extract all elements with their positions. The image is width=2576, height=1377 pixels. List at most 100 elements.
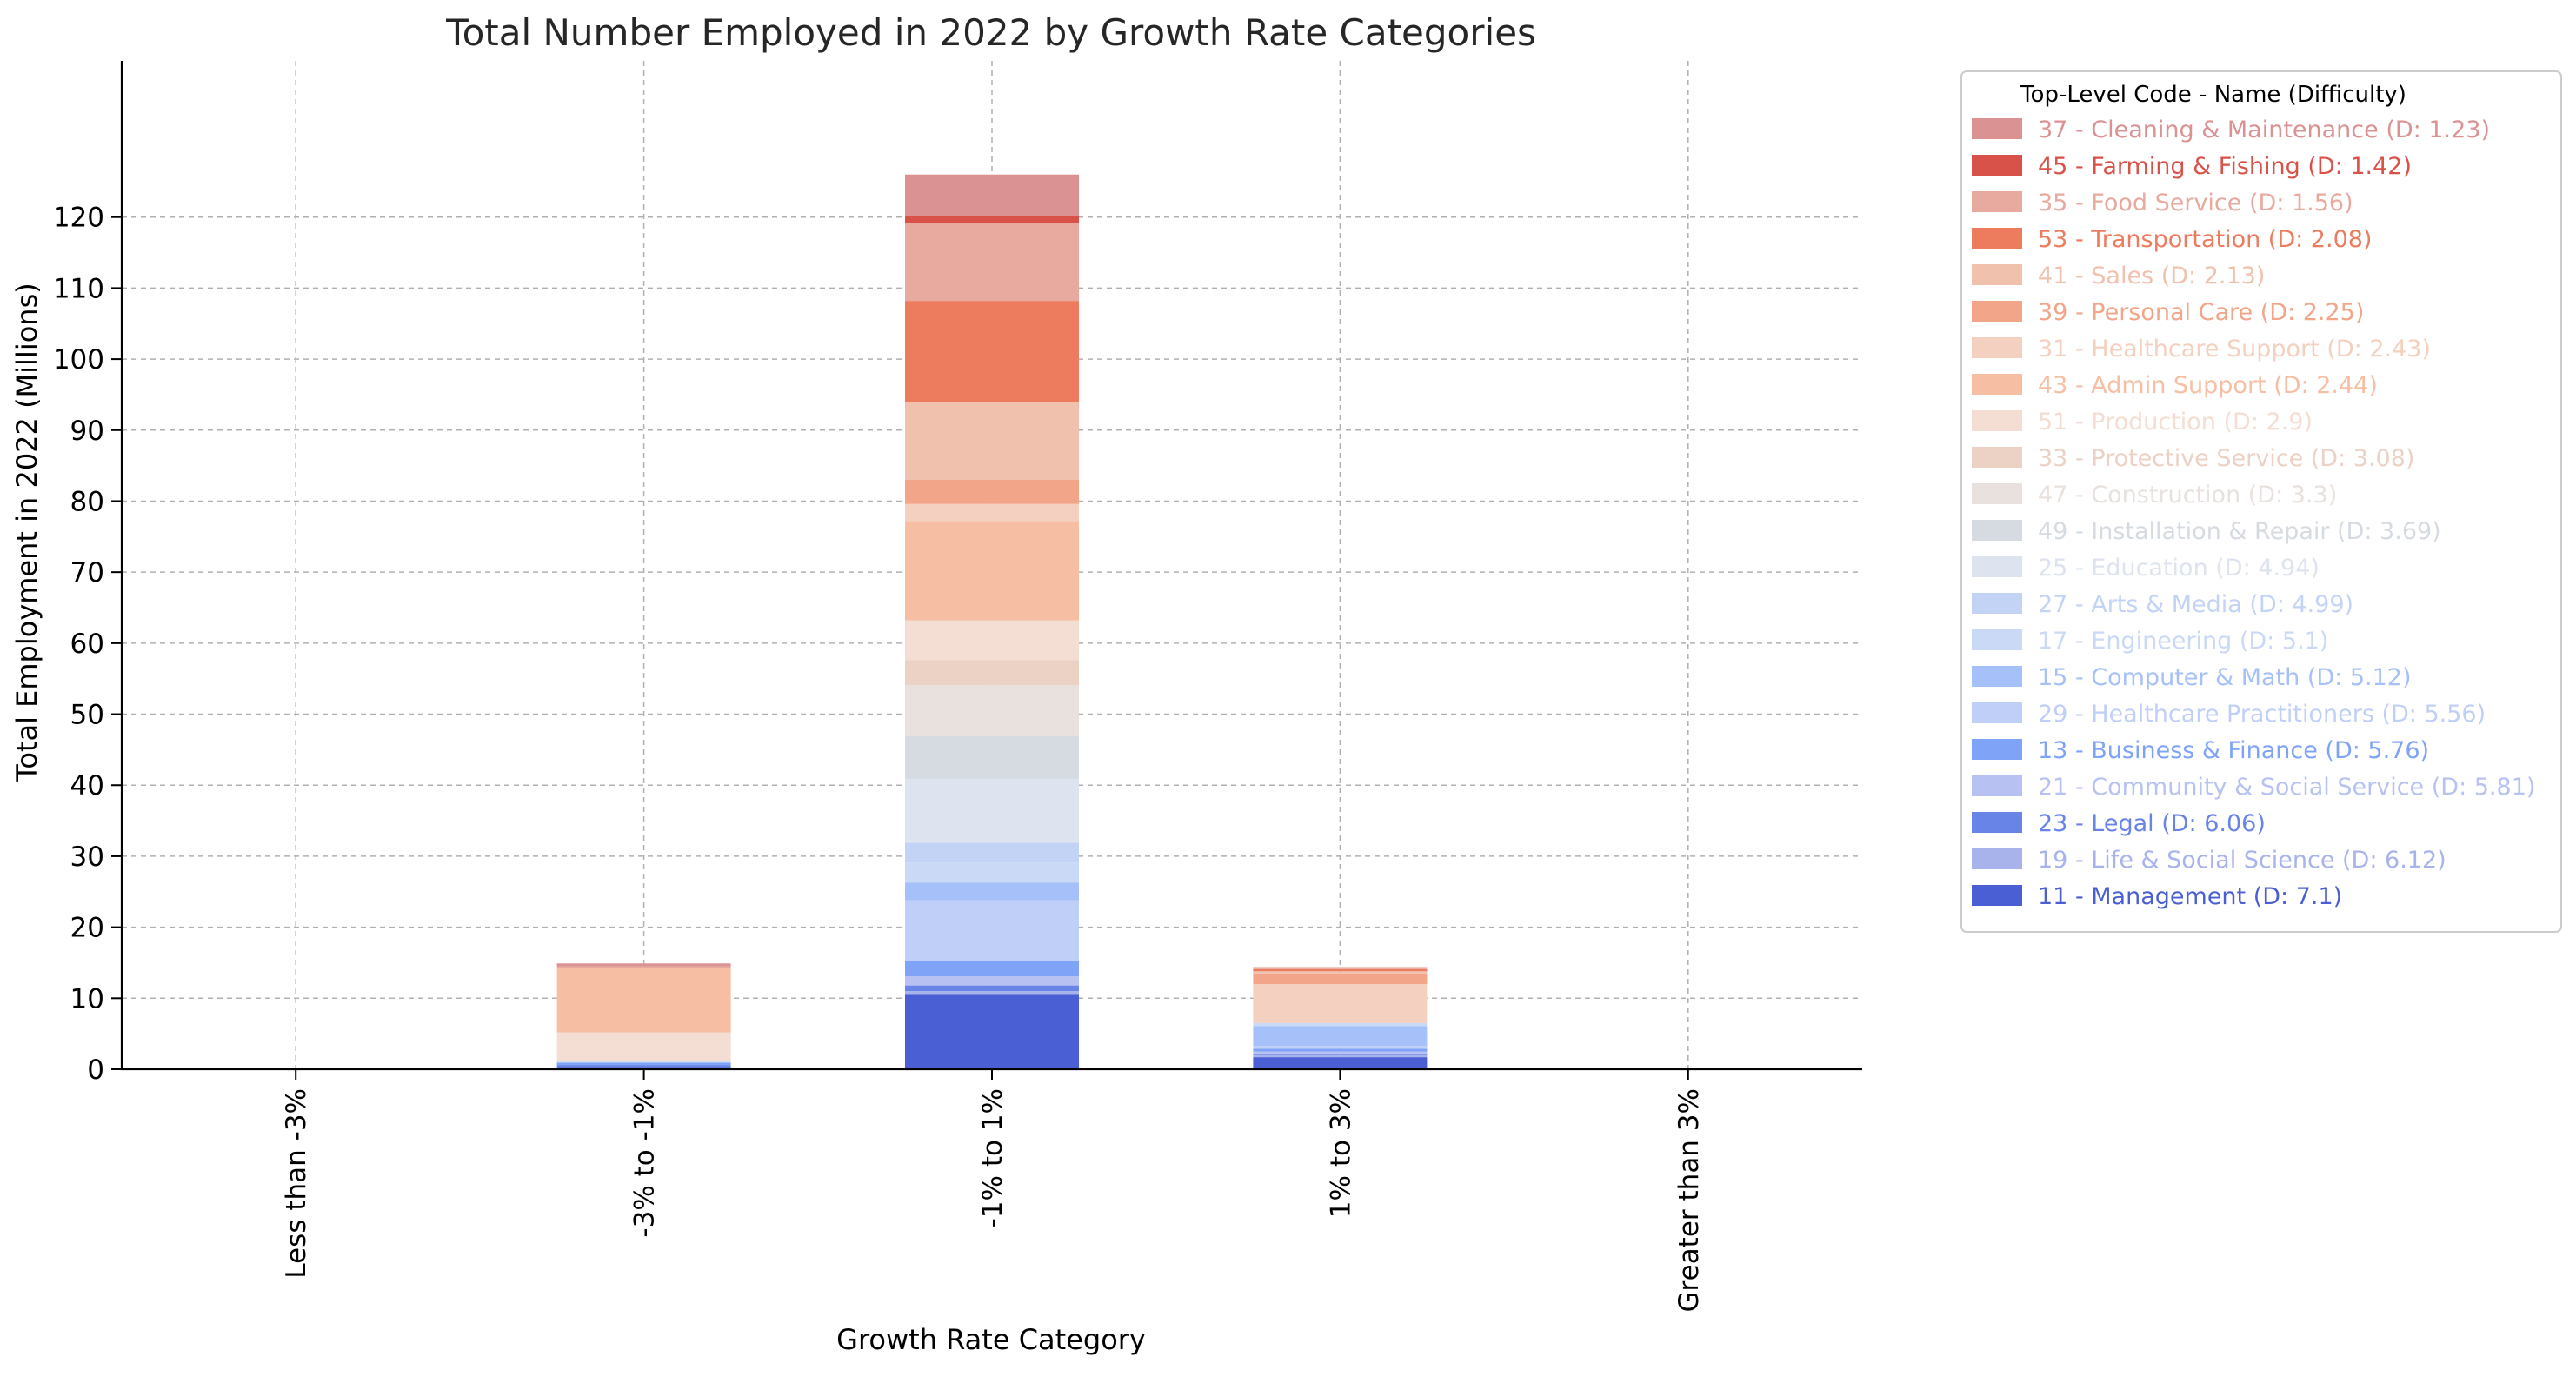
legend-swatch	[1972, 520, 2022, 541]
y-tick-label: 10	[70, 983, 104, 1014]
legend-label: 31 - Healthcare Support (D: 2.43)	[2038, 336, 2431, 363]
bar-segment	[1253, 1046, 1428, 1049]
legend-label: 47 - Construction (D: 3.3)	[2038, 482, 2337, 509]
bar-segment	[556, 1032, 731, 1061]
legend-swatch	[1972, 702, 2022, 723]
bar-segment	[1253, 1054, 1428, 1058]
y-ticks: 0 10 20 30 40 50 60 70 80 90 100 110 120	[53, 203, 122, 1086]
bar-segment	[905, 975, 1079, 986]
legend-swatch	[1972, 410, 2022, 431]
bar-segment	[556, 1065, 731, 1068]
legend-swatch	[1972, 885, 2022, 906]
y-tick-label: 80	[70, 486, 104, 517]
bars	[209, 174, 1775, 1069]
y-tick-label: 70	[70, 557, 104, 589]
bar-segment	[905, 521, 1079, 621]
legend-label: 11 - Management (D: 7.1)	[2038, 883, 2342, 910]
legend-swatch	[1972, 337, 2022, 358]
legend-label: 35 - Food Service (D: 1.56)	[2038, 190, 2353, 216]
bar-segment	[556, 963, 731, 967]
legend-swatch	[1972, 447, 2022, 468]
legend-label: 25 - Education (D: 4.94)	[2038, 555, 2320, 582]
bar-segment	[905, 301, 1079, 402]
bar-segment	[556, 1062, 731, 1066]
bar-segment	[1253, 971, 1428, 974]
y-tick-label: 120	[53, 203, 104, 234]
x-tick-label: Greater than 3%	[1674, 1088, 1705, 1312]
x-ticks: Less than -3% -3% to -1% -1% to 1% 1% to 3%…	[281, 1069, 1705, 1312]
legend-label: 21 - Community & Social Service (D: 5.81…	[2038, 774, 2535, 801]
legend-swatch	[1972, 812, 2022, 833]
legend-label: 45 - Farming & Fishing (D: 1.42)	[2038, 153, 2412, 180]
legend-swatch	[1972, 301, 2022, 322]
legend-swatch	[1972, 191, 2022, 212]
legend-label: 43 - Admin Support (D: 2.44)	[2038, 372, 2378, 399]
legend: Top-Level Code - Name (Difficulty) 37 - …	[1960, 70, 2562, 933]
bar-segment	[905, 991, 1079, 995]
bar-segment	[905, 479, 1079, 504]
legend-label: 27 - Arts & Media (D: 4.99)	[2038, 591, 2353, 618]
bar-segment	[556, 1061, 731, 1062]
bar-segment	[1253, 1048, 1428, 1052]
bar-segment	[905, 620, 1079, 661]
bar-segment	[905, 778, 1079, 843]
bar-segment	[905, 961, 1079, 976]
bar-segment	[1253, 968, 1428, 972]
legend-swatch	[1972, 118, 2022, 139]
x-tick-label: -3% to -1%	[629, 1088, 661, 1238]
legend-label: 15 - Computer & Math (D: 5.12)	[2038, 664, 2411, 691]
y-axis-label: Total Employment in 2022 (Millions)	[10, 283, 43, 782]
bar-segment	[905, 882, 1079, 901]
legend-label: 13 - Business & Finance (D: 5.76)	[2038, 737, 2429, 764]
bar-segment	[556, 968, 731, 1033]
bar-segment	[905, 685, 1079, 736]
legend-swatch	[1972, 629, 2022, 650]
y-tick-label: 0	[87, 1054, 104, 1086]
y-tick-label: 50	[70, 700, 104, 731]
legend-swatch	[1972, 666, 2022, 687]
legend-label: 23 - Legal (D: 6.06)	[2038, 810, 2266, 837]
legend-title: Top-Level Code - Name (Difficulty)	[2020, 82, 2406, 108]
bar-segment	[1253, 973, 1428, 984]
legend-swatch	[1972, 775, 2022, 796]
legend-label: 19 - Life & Social Science (D: 6.12)	[2038, 847, 2446, 874]
y-tick-label: 40	[70, 770, 104, 802]
legend-frame	[1960, 70, 2562, 933]
legend-label: 29 - Healthcare Practitioners (D: 5.56)	[2038, 701, 2486, 728]
legend-swatch	[1972, 593, 2022, 614]
y-tick-label: 90	[70, 416, 104, 447]
bar-segment	[1253, 983, 1428, 1023]
bar-segment	[905, 900, 1079, 961]
legend-swatch	[1972, 228, 2022, 249]
legend-swatch	[1972, 483, 2022, 504]
bar-segment	[1253, 1026, 1428, 1047]
x-axis-label: Growth Rate Category	[836, 1323, 1146, 1356]
legend-label: 41 - Sales (D: 2.13)	[2038, 263, 2265, 289]
y-tick-label: 110	[53, 273, 104, 304]
legend-label: 53 - Transportation (D: 2.08)	[2038, 226, 2372, 253]
bar-segment	[905, 660, 1079, 686]
legend-swatch	[1972, 848, 2022, 869]
legend-label: 51 - Production (D: 2.9)	[2038, 409, 2313, 436]
bar-segment	[905, 402, 1079, 480]
x-tick-label: Less than -3%	[281, 1088, 312, 1279]
bar-segment	[556, 966, 731, 968]
legend-label: 39 - Personal Care (D: 2.25)	[2038, 299, 2364, 326]
legend-swatch	[1972, 374, 2022, 395]
bar-segment	[1253, 1057, 1428, 1069]
legend-swatch	[1972, 556, 2022, 577]
bar-segment	[556, 1067, 731, 1069]
bar-segment	[905, 994, 1079, 1069]
y-tick-label: 60	[70, 629, 104, 660]
legend-label: 33 - Protective Service (D: 3.08)	[2038, 445, 2414, 472]
y-tick-label: 30	[70, 842, 104, 873]
bar-segment	[905, 842, 1079, 863]
legend-swatch	[1972, 264, 2022, 285]
legend-swatch	[1972, 739, 2022, 760]
bar-segment	[905, 503, 1079, 522]
x-tick-label: 1% to 3%	[1325, 1088, 1356, 1218]
y-tick-label: 100	[53, 344, 104, 376]
chart-title: Total Number Employed in 2022 by Growth …	[445, 11, 1536, 54]
legend-items: 37 - Cleaning & Maintenance (D: 1.23) 45 …	[1972, 116, 2535, 910]
